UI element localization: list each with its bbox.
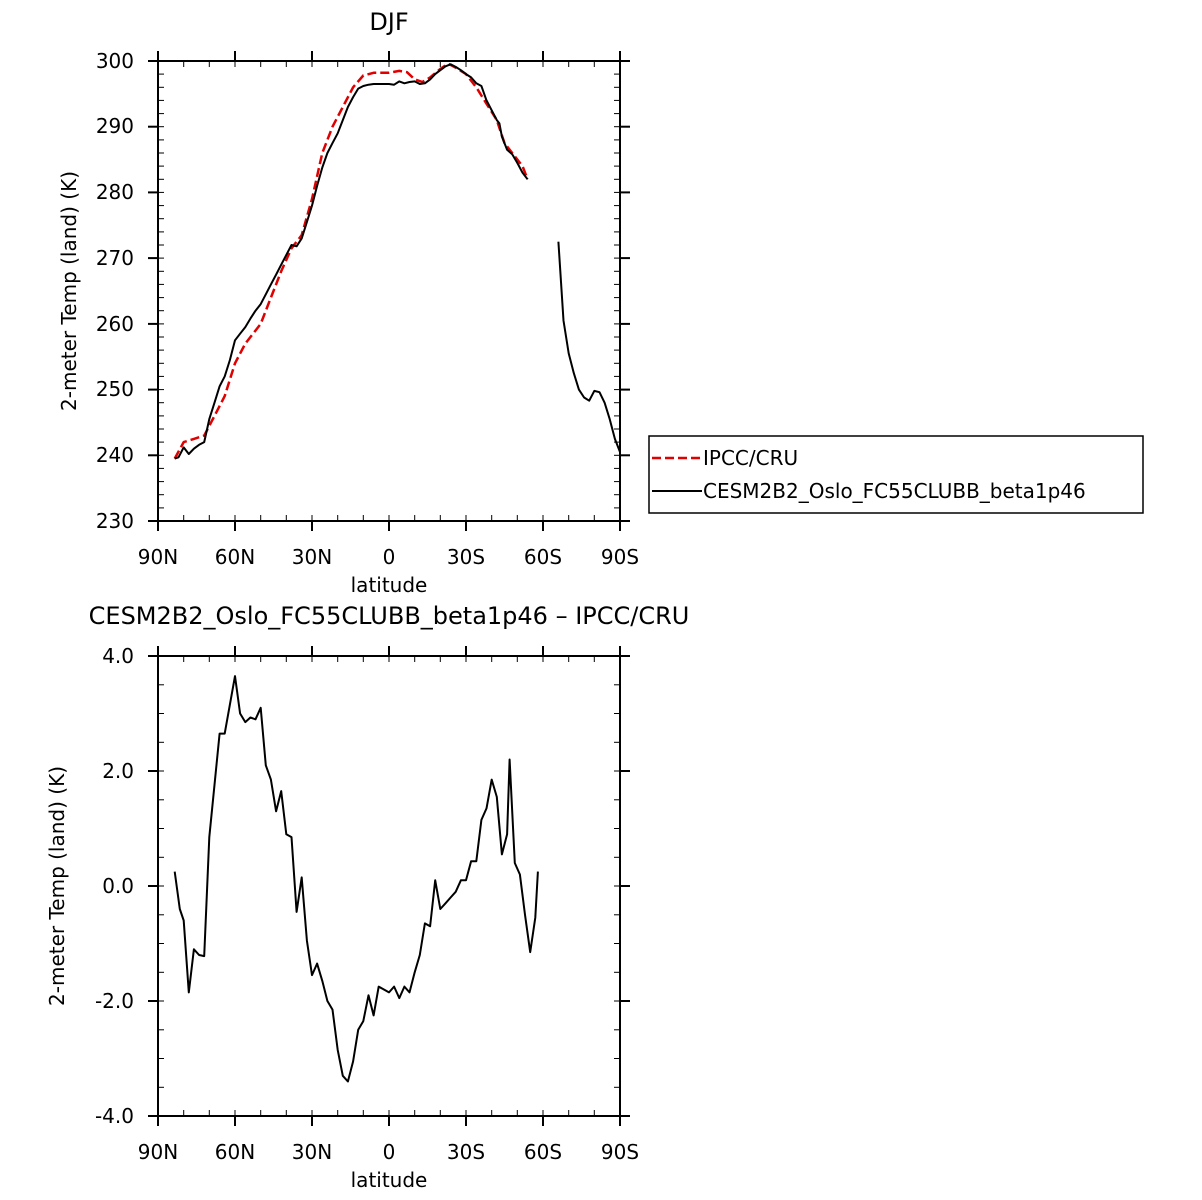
bottom-panel: CESM2B2_Oslo_FC55CLUBB_beta1p46 – IPCC/C… [45,602,689,1192]
bottom-chart-title: CESM2B2_Oslo_FC55CLUBB_beta1p46 – IPCC/C… [89,602,690,630]
bottom-y-axis-label: 2-meter Temp (land) (K) [45,766,69,1006]
series-line-cesm2b2-oslo-fc55clubb-beta1p46 [557,241,621,453]
y-tick-label: 250 [96,377,134,401]
y-tick-label: 290 [96,114,134,138]
bottom-tick-marks [148,646,630,1126]
legend-box [648,435,1144,514]
top-chart-title: DJF [369,8,408,36]
y-tick-label: 300 [96,49,134,73]
bottom-series-lines [173,675,539,1083]
y-tick-label: 260 [96,312,134,336]
x-tick-label: 0 [383,1140,396,1164]
top-x-tick-labels: 90N 60N 30N 0 30S 60S 90S [138,545,639,569]
y-tick-label: 240 [96,443,134,467]
x-tick-label: 90N [138,545,178,569]
top-x-axis-label: latitude [351,573,428,597]
bottom-y-tick-labels: -4.0 -2.0 0.0 2.0 4.0 [95,644,134,1128]
top-y-axis-label: 2-meter Temp (land) (K) [57,171,81,411]
y-tick-label: 270 [96,246,134,270]
x-tick-label: 60S [524,1140,562,1164]
x-tick-label: 90S [601,545,639,569]
bottom-plot-frame [157,655,621,1117]
y-tick-label: 280 [96,180,134,204]
bottom-x-axis-label: latitude [351,1168,428,1192]
x-tick-label: 60N [215,545,255,569]
x-tick-label: 30S [447,545,485,569]
bottom-x-tick-labels: 90N 60N 30N 0 30S 60S 90S [138,1140,639,1164]
top-plot-frame [157,60,621,522]
top-y-tick-labels: 230 240 250 260 270 280 290 300 [96,49,134,533]
top-series-lines [173,62,621,460]
y-tick-label: 230 [96,509,134,533]
x-tick-label: 90N [138,1140,178,1164]
series-line-difference [173,675,539,1083]
x-tick-label: 30N [292,545,332,569]
legend: IPCC/CRU CESM2B2_Oslo_FC55CLUBB_beta1p46 [648,435,1144,514]
y-tick-label: 2.0 [102,759,134,783]
y-tick-label: 0.0 [102,874,134,898]
series-line-cesm2b2-oslo-fc55clubb-beta1p46 [174,63,529,460]
x-tick-label: 60S [524,545,562,569]
top-panel: DJF 90N 60N 30N 0 30S 60S 90S 230 240 25… [57,8,639,597]
x-tick-label: 30S [447,1140,485,1164]
x-tick-label: 60N [215,1140,255,1164]
legend-label-cesm2b2: CESM2B2_Oslo_FC55CLUBB_beta1p46 [703,479,1086,503]
x-tick-label: 0 [383,545,396,569]
x-tick-label: 30N [292,1140,332,1164]
y-tick-label: -2.0 [95,989,134,1013]
legend-label-ipcc-cru: IPCC/CRU [703,446,798,470]
x-tick-label: 90S [601,1140,639,1164]
series-line-ipcc-cru [173,62,529,460]
y-tick-label: 4.0 [102,644,134,668]
y-tick-label: -4.0 [95,1104,134,1128]
top-tick-marks [148,51,630,531]
